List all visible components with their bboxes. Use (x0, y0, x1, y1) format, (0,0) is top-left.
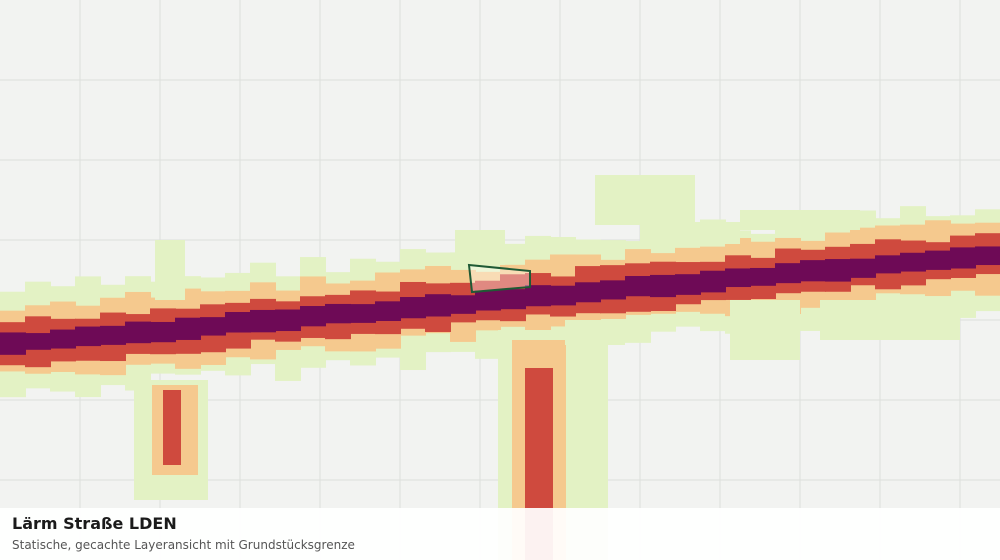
noise-very-high (125, 321, 151, 344)
noise-very-high (325, 303, 351, 324)
noise-very-high (450, 295, 476, 314)
noise-very-high (100, 325, 126, 345)
noise-patch (740, 210, 860, 230)
noise-very-high (900, 252, 926, 272)
noise-very-high (575, 282, 601, 303)
noise-very-high (550, 285, 576, 306)
parcel-boundary[interactable] (467, 263, 531, 294)
noise-very-high (50, 329, 76, 349)
noise-patch (565, 320, 625, 345)
noise-patch (455, 230, 505, 265)
noise-very-high (925, 250, 951, 270)
noise-very-high (375, 301, 401, 322)
noise-very-high (800, 260, 826, 282)
noise-very-high (275, 309, 301, 332)
noise-very-high (700, 270, 726, 293)
noise-very-high (675, 274, 701, 295)
branch-noise (163, 390, 181, 465)
noise-very-high (775, 263, 801, 284)
noise-very-high (300, 306, 326, 327)
noise-very-high (625, 276, 651, 297)
noise-very-high (950, 247, 976, 269)
noise-very-high (875, 255, 901, 274)
noise-very-high (175, 317, 201, 340)
noise-patch (595, 175, 695, 225)
noise-patch (640, 222, 740, 244)
noise-very-high (850, 258, 876, 278)
noise-very-high (25, 333, 51, 350)
noise-very-high (200, 317, 226, 336)
info-panel (0, 508, 1000, 560)
layer-subtitle: Statische, gecachte Layeransicht mit Gru… (12, 538, 355, 552)
noise-very-high (150, 321, 176, 343)
noise-very-high (750, 267, 776, 286)
noise-very-high (525, 285, 551, 307)
noise-very-high (725, 268, 751, 288)
noise-very-high (600, 280, 626, 300)
noise-very-high (475, 290, 501, 311)
noise-patch (730, 300, 800, 360)
noise-patch (155, 240, 185, 300)
noise-very-high (650, 274, 676, 298)
noise-very-high (425, 294, 451, 317)
layer-title: Lärm Straße LDEN (12, 514, 177, 533)
noise-very-high (400, 297, 426, 319)
noise-layer (0, 175, 1000, 560)
noise-patch (820, 300, 960, 340)
noise-very-high (500, 289, 526, 310)
noise-very-high (225, 312, 251, 333)
noise-very-high (250, 309, 276, 333)
noise-very-high (350, 304, 376, 323)
noise-very-high (825, 259, 851, 282)
noise-very-high (0, 332, 26, 355)
noise-very-high (975, 246, 1000, 266)
noise-very-high (75, 326, 101, 347)
